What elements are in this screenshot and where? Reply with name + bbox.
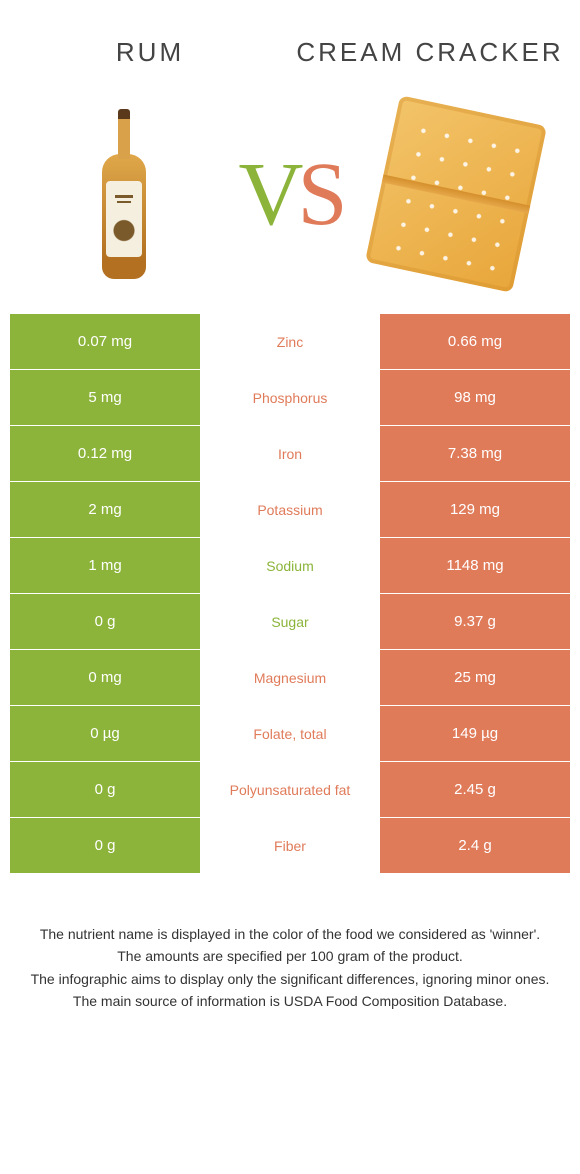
nutrient-label: Iron	[200, 426, 380, 481]
left-value: 1 mg	[10, 538, 200, 593]
table-row: 2 mgPotassium129 mg	[10, 482, 570, 538]
left-value: 0 µg	[10, 706, 200, 761]
right-value: 9.37 g	[380, 594, 570, 649]
nutrient-label: Fiber	[200, 818, 380, 873]
right-title: CREAM CRACKER	[290, 20, 570, 84]
right-value: 2.4 g	[380, 818, 570, 873]
image-row: VS	[10, 94, 570, 294]
vs-label: VS	[238, 149, 341, 240]
footnote-line: The infographic aims to display only the…	[30, 969, 550, 989]
left-value: 0 g	[10, 762, 200, 817]
table-row: 0 gPolyunsaturated fat2.45 g	[10, 762, 570, 818]
nutrient-label: Folate, total	[200, 706, 380, 761]
left-image	[10, 109, 238, 279]
left-value: 5 mg	[10, 370, 200, 425]
right-value: 25 mg	[380, 650, 570, 705]
left-value: 0 g	[10, 594, 200, 649]
right-value: 2.45 g	[380, 762, 570, 817]
table-row: 5 mgPhosphorus98 mg	[10, 370, 570, 426]
table-row: 0.07 mgZinc0.66 mg	[10, 314, 570, 370]
nutrient-label: Potassium	[200, 482, 380, 537]
right-image	[342, 109, 570, 279]
cracker-icon	[365, 95, 547, 292]
left-value: 2 mg	[10, 482, 200, 537]
nutrient-label: Sodium	[200, 538, 380, 593]
vs-v: V	[238, 145, 297, 244]
left-value: 0 g	[10, 818, 200, 873]
right-value: 0.66 mg	[380, 314, 570, 369]
nutrient-label: Zinc	[200, 314, 380, 369]
nutrient-label: Sugar	[200, 594, 380, 649]
nutrient-table: 0.07 mgZinc0.66 mg5 mgPhosphorus98 mg0.1…	[10, 314, 570, 874]
table-row: 0 gFiber2.4 g	[10, 818, 570, 874]
right-value: 149 µg	[380, 706, 570, 761]
right-value: 98 mg	[380, 370, 570, 425]
footnotes: The nutrient name is displayed in the co…	[10, 924, 570, 1011]
table-row: 0 µgFolate, total149 µg	[10, 706, 570, 762]
left-value: 0 mg	[10, 650, 200, 705]
footnote-line: The nutrient name is displayed in the co…	[30, 924, 550, 944]
header-row: RUM CREAM CRACKER	[10, 20, 570, 84]
nutrient-label: Polyunsaturated fat	[200, 762, 380, 817]
nutrient-label: Magnesium	[200, 650, 380, 705]
table-row: 0 gSugar9.37 g	[10, 594, 570, 650]
vs-s: S	[297, 145, 341, 244]
table-row: 0 mgMagnesium25 mg	[10, 650, 570, 706]
table-row: 0.12 mgIron7.38 mg	[10, 426, 570, 482]
footnote-line: The main source of information is USDA F…	[30, 991, 550, 1011]
table-row: 1 mgSodium1148 mg	[10, 538, 570, 594]
left-value: 0.07 mg	[10, 314, 200, 369]
left-value: 0.12 mg	[10, 426, 200, 481]
rum-bottle-icon	[102, 109, 146, 279]
right-value: 7.38 mg	[380, 426, 570, 481]
footnote-line: The amounts are specified per 100 gram o…	[30, 946, 550, 966]
right-value: 1148 mg	[380, 538, 570, 593]
right-value: 129 mg	[380, 482, 570, 537]
nutrient-label: Phosphorus	[200, 370, 380, 425]
left-title: RUM	[10, 20, 290, 84]
